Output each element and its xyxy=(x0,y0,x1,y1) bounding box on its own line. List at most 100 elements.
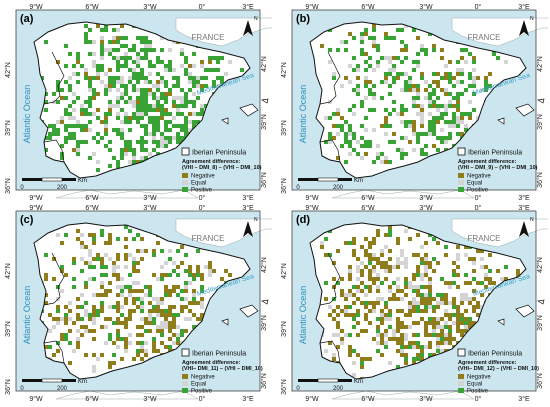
pixel-cell xyxy=(44,92,48,96)
pixel-cell xyxy=(440,333,444,337)
pixel-cell xyxy=(112,341,116,345)
pixel-cell xyxy=(352,36,356,40)
panel-letter: (c) xyxy=(20,214,34,226)
pixel-cell xyxy=(436,84,440,88)
pixel-cell xyxy=(364,96,368,100)
pixel-cell xyxy=(200,297,204,301)
pixel-cell xyxy=(220,76,224,80)
pixel-cell xyxy=(348,108,352,112)
pixel-cell xyxy=(440,337,444,341)
pixel-cell xyxy=(368,36,372,40)
pixel-cell xyxy=(88,88,92,92)
pixel-cell xyxy=(204,68,208,72)
pixel-cell xyxy=(48,124,52,128)
pixel-cell xyxy=(356,333,360,337)
pixel-cell xyxy=(444,76,448,80)
pixel-cell xyxy=(456,257,460,261)
pixel-cell xyxy=(140,309,144,313)
legend-boundary-swatch xyxy=(457,348,466,357)
pixel-cell xyxy=(352,349,356,353)
pixel-cell xyxy=(340,116,344,120)
pixel-cell xyxy=(416,60,420,64)
pixel-cell xyxy=(116,68,120,72)
latitude-tick-label: 39°N xyxy=(4,120,12,136)
pixel-cell xyxy=(432,80,436,84)
pixel-cell xyxy=(128,96,132,100)
pixel-cell xyxy=(136,233,140,237)
pixel-cell xyxy=(348,124,352,128)
pixel-cell xyxy=(364,60,368,64)
pixel-cell xyxy=(420,317,424,321)
pixel-cell xyxy=(152,273,156,277)
pixel-cell xyxy=(388,265,392,269)
pixel-cell xyxy=(144,317,148,321)
pixel-cell xyxy=(144,329,148,333)
pixel-cell xyxy=(84,36,88,40)
pixel-cell xyxy=(340,128,344,132)
pixel-cell xyxy=(168,112,172,116)
pixel-cell xyxy=(168,313,172,317)
pixel-cell xyxy=(436,136,440,140)
pixel-cell xyxy=(108,104,112,108)
pixel-cell xyxy=(156,241,160,245)
pixel-cell xyxy=(468,84,472,88)
pixel-cell xyxy=(64,112,68,116)
pixel-cell xyxy=(216,84,220,88)
pixel-cell xyxy=(440,349,444,353)
pixel-cell xyxy=(64,333,68,337)
pixel-cell xyxy=(348,333,352,337)
pixel-cell xyxy=(88,265,92,269)
pixel-cell xyxy=(448,329,452,333)
pixel-cell xyxy=(92,329,96,333)
pixel-cell xyxy=(440,56,444,60)
legend-equal-swatch xyxy=(458,180,464,185)
pixel-cell xyxy=(180,48,184,52)
pixel-cell xyxy=(368,301,372,305)
pixel-cell xyxy=(332,277,336,281)
pixel-cell xyxy=(184,289,188,293)
pixel-cell xyxy=(88,100,92,104)
pixel-cell xyxy=(388,289,392,293)
pixel-cell xyxy=(140,108,144,112)
pixel-cell xyxy=(100,273,104,277)
pixel-cell xyxy=(352,361,356,365)
pixel-cell xyxy=(164,325,168,329)
pixel-cell xyxy=(140,40,144,44)
pixel-cell xyxy=(372,108,376,112)
pixel-cell xyxy=(112,76,116,80)
pixel-cell xyxy=(124,317,128,321)
pixel-cell xyxy=(92,277,96,281)
pixel-cell xyxy=(60,269,64,273)
legend-formula: (VHI– DMI_12) – (VHI – DMI_10) xyxy=(458,366,539,372)
pixel-cell xyxy=(176,293,180,297)
pixel-cell xyxy=(132,289,136,293)
pixel-cell xyxy=(132,104,136,108)
pixel-cell xyxy=(448,104,452,108)
pixel-cell xyxy=(100,36,104,40)
pixel-cell xyxy=(184,253,188,257)
pixel-cell xyxy=(96,64,100,68)
pixel-cell xyxy=(332,357,336,361)
pixel-cell xyxy=(120,293,124,297)
pixel-cell xyxy=(144,104,148,108)
balearic-island xyxy=(515,103,535,117)
pixel-cell xyxy=(400,253,404,257)
pixel-cell xyxy=(68,329,72,333)
pixel-cell xyxy=(408,325,412,329)
pixel-cell xyxy=(448,100,452,104)
longitude-tick-label: 3°E xyxy=(518,395,530,403)
pixel-cell xyxy=(372,253,376,257)
pixel-cell xyxy=(412,309,416,313)
longitude-tick-label: 9°W xyxy=(305,3,319,11)
latitude-tick-label: 36°N xyxy=(260,172,268,188)
legend-positive-label: Positive xyxy=(467,389,489,395)
pixel-cell xyxy=(228,273,232,277)
pixel-cell xyxy=(168,309,172,313)
pixel-cell xyxy=(364,285,368,289)
pixel-cell xyxy=(128,100,132,104)
pixel-cell xyxy=(352,285,356,289)
pixel-cell xyxy=(448,325,452,329)
map-svg: 9°W9°W6°W6°W3°W3°W0°0°3°E3°E42°N 42°N39°N… xyxy=(280,3,548,202)
pixel-cell xyxy=(428,301,432,305)
